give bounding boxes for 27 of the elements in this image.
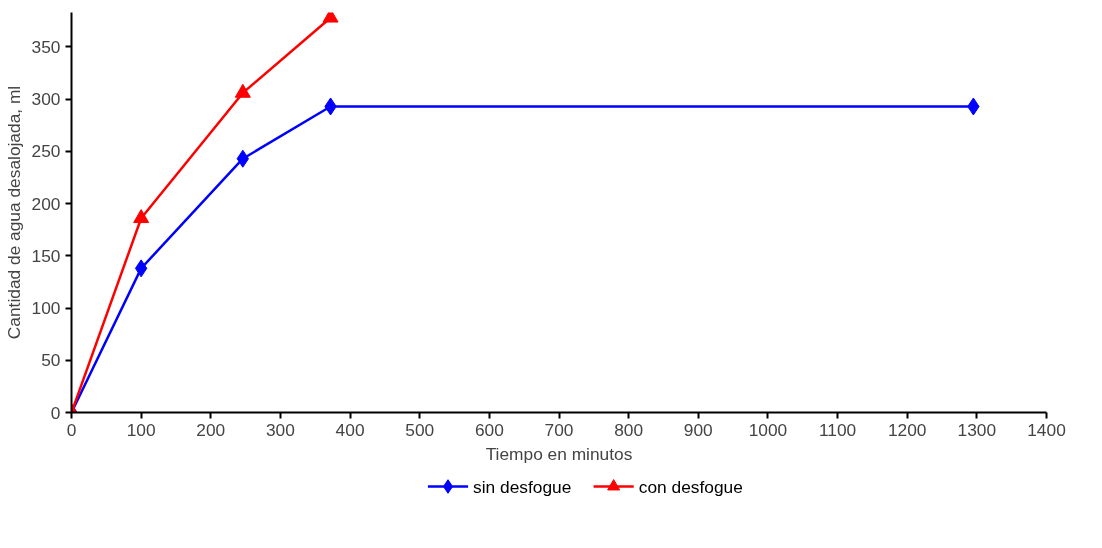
- x-tick-label: 600: [474, 419, 504, 440]
- x-tick-label: 1400: [1027, 419, 1066, 440]
- y-tick-label: 300: [31, 89, 61, 110]
- y-tick-label: 150: [31, 245, 61, 266]
- x-tick-label: 1300: [957, 419, 997, 440]
- x-tick-label: 0: [66, 419, 77, 440]
- y-tick-label: 50: [41, 350, 61, 371]
- y-tick-label: 250: [31, 141, 61, 162]
- x-tick-label: 1200: [887, 419, 927, 440]
- y-axis-title: Cantidad de agua desalojada, ml: [3, 85, 24, 340]
- x-tick-label: 200: [196, 419, 226, 440]
- legend-label: con desfogue: [638, 476, 743, 497]
- y-tick-label: 350: [31, 36, 61, 57]
- legend-label: sin desfogue: [473, 476, 572, 497]
- y-tick-label: 100: [31, 298, 61, 319]
- x-tick-label: 300: [265, 419, 295, 440]
- x-tick-label: 500: [405, 419, 435, 440]
- x-tick-label: 800: [614, 419, 644, 440]
- x-tick-label: 400: [335, 419, 365, 440]
- x-tick-label: 900: [683, 419, 713, 440]
- y-tick-label: 200: [31, 193, 61, 214]
- x-tick-label: 1100: [818, 419, 857, 440]
- x-tick-label: 700: [544, 419, 574, 440]
- x-tick-label: 100: [126, 419, 156, 440]
- x-tick-label: 1000: [748, 419, 788, 440]
- y-tick-label: 0: [50, 402, 61, 423]
- x-axis-title: Tiempo en minutos: [485, 443, 633, 464]
